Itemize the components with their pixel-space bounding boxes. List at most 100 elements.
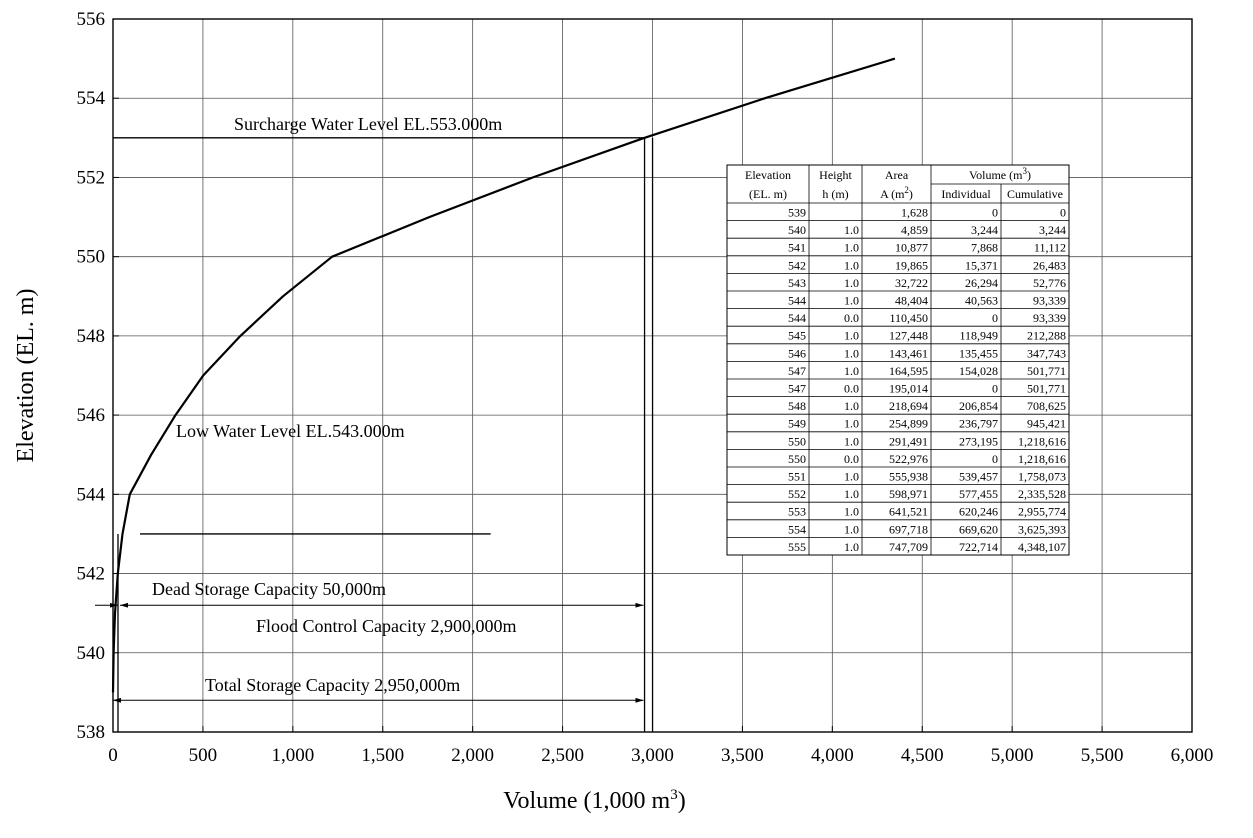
table-header: Cumulative <box>1007 187 1063 201</box>
y-tick-label: 554 <box>77 88 106 109</box>
table-cell: 550 <box>788 452 806 466</box>
x-axis-label: Volume (1,000 m3) <box>503 787 685 814</box>
table-header-volume-part: Volume (m <box>969 168 1023 182</box>
x-tick-label: 2,500 <box>541 745 584 766</box>
table-cell: 0 <box>992 311 998 325</box>
table-cell: 544 <box>788 294 806 308</box>
table-cell: 539,457 <box>959 470 998 484</box>
table-cell: 4,859 <box>901 223 928 237</box>
table-cell: 522,976 <box>889 452 928 466</box>
table-cell: 347,743 <box>1027 346 1066 360</box>
table-cell: 708,625 <box>1027 399 1066 413</box>
table-cell: 26,294 <box>965 276 998 290</box>
table-cell: 0 <box>992 452 998 466</box>
table-cell: 547 <box>788 382 806 396</box>
table-cell: 236,797 <box>959 417 998 431</box>
table-cell: 118,949 <box>959 329 998 343</box>
x-axis-label-suffix: ) <box>678 788 686 814</box>
table-cell: 1.0 <box>844 417 859 431</box>
x-tick-label: 6,000 <box>1171 745 1214 766</box>
table-cell: 543 <box>788 276 806 290</box>
y-tick-label: 540 <box>77 643 106 664</box>
dead-storage-label: Dead Storage Capacity 50,000m <box>152 579 386 599</box>
table-cell: 218,694 <box>889 399 928 413</box>
table-cell: 554 <box>788 522 806 536</box>
y-tick-label: 538 <box>77 722 106 743</box>
table-header-area: A (m2) <box>880 185 913 201</box>
x-tick-label: 1,500 <box>361 745 404 766</box>
table-cell: 0.0 <box>844 382 859 396</box>
table-cell: 501,771 <box>1027 382 1066 396</box>
table-cell: 0 <box>992 382 998 396</box>
table-cell: 3,244 <box>971 223 998 237</box>
table-cell: 1,218,616 <box>1018 452 1066 466</box>
x-tick-label: 5,000 <box>991 745 1034 766</box>
y-tick-label: 544 <box>77 484 106 505</box>
x-tick-label: 500 <box>189 745 218 766</box>
x-tick-label: 3,500 <box>721 745 764 766</box>
table-cell: 164,595 <box>889 364 928 378</box>
table-cell: 110,450 <box>889 311 928 325</box>
table-cell: 143,461 <box>889 346 928 360</box>
table-cell: 545 <box>788 329 806 343</box>
table-header: Individual <box>941 187 991 201</box>
table-cell: 93,339 <box>1033 294 1066 308</box>
table-header: (EL. m) <box>749 187 787 201</box>
table-cell: 542 <box>788 258 806 272</box>
table-cell: 547 <box>788 364 806 378</box>
table-header-volume-part: ) <box>1027 168 1031 182</box>
table-cell: 544 <box>788 311 806 325</box>
x-axis-label-main: Volume (1,000 m <box>503 788 670 814</box>
y-tick-label: 552 <box>77 167 106 188</box>
table-cell: 1.0 <box>844 399 859 413</box>
table-cell: 273,195 <box>959 434 998 448</box>
table-cell: 1.0 <box>844 522 859 536</box>
table-cell: 1.0 <box>844 540 859 554</box>
table-cell: 1.0 <box>844 346 859 360</box>
table-cell: 540 <box>788 223 806 237</box>
table-cell: 0 <box>992 206 998 220</box>
table-cell: 127,448 <box>889 329 928 343</box>
table-cell: 7,868 <box>971 241 998 255</box>
table-cell: 539 <box>788 206 806 220</box>
table-cell: 1.0 <box>844 505 859 519</box>
table-cell: 19,865 <box>895 258 928 272</box>
y-tick-label: 548 <box>77 326 106 347</box>
y-axis-label: Elevation (EL. m) <box>13 289 39 463</box>
table-header: Area <box>885 168 909 182</box>
table-cell: 195,014 <box>889 382 928 396</box>
table-cell: 620,246 <box>959 505 998 519</box>
table-cell: 555 <box>788 540 806 554</box>
table-cell: 1,758,073 <box>1018 470 1066 484</box>
table-cell: 32,722 <box>895 276 928 290</box>
x-tick-label: 4,000 <box>811 745 854 766</box>
table-cell: 3,244 <box>1039 223 1066 237</box>
table-cell: 551 <box>788 470 806 484</box>
table-cell: 0.0 <box>844 311 859 325</box>
table-cell: 1.0 <box>844 294 859 308</box>
table-cell: 548 <box>788 399 806 413</box>
table-cell: 1.0 <box>844 487 859 501</box>
flood-control-label: Flood Control Capacity 2,900,000m <box>256 616 517 636</box>
table-cell: 3,625,393 <box>1018 522 1066 536</box>
table-cell: 154,028 <box>959 364 998 378</box>
table-header: h (m) <box>822 187 848 201</box>
table-header-area-part: A (m <box>880 187 905 201</box>
table-cell: 1.0 <box>844 470 859 484</box>
y-tick-label: 550 <box>77 247 106 268</box>
table-cell: 541 <box>788 241 806 255</box>
table-cell: 1.0 <box>844 276 859 290</box>
table-cell: 48,404 <box>895 294 928 308</box>
surcharge-level-label: Surcharge Water Level EL.553.000m <box>234 114 502 134</box>
x-tick-label: 0 <box>108 745 118 766</box>
table-cell: 254,899 <box>889 417 928 431</box>
x-tick-label: 1,000 <box>271 745 314 766</box>
x-tick-label: 2,000 <box>451 745 494 766</box>
total-storage-label: Total Storage Capacity 2,950,000m <box>205 675 460 695</box>
table-cell: 40,563 <box>965 294 998 308</box>
table-cell: 577,455 <box>959 487 998 501</box>
